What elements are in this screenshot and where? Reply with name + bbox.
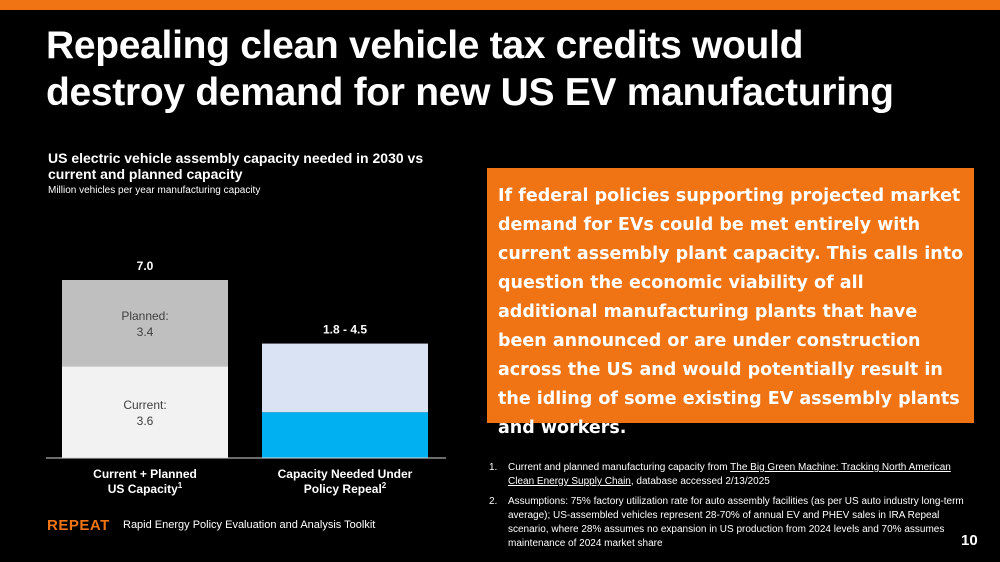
footnote-marker: 1 — [178, 481, 183, 490]
footnote-number: 2. — [489, 496, 498, 507]
category-label: Current + Planned — [93, 467, 197, 481]
category-label: Capacity Needed Under — [278, 467, 413, 481]
category-label: US Capacity1 — [108, 481, 183, 496]
footnote-number: 1. — [489, 462, 498, 473]
footnote-marker: 2 — [382, 481, 387, 490]
total-label: 7.0 — [137, 259, 154, 273]
segment-label: Current: — [123, 398, 166, 412]
footnote-text: Current and planned manufacturing capaci… — [508, 462, 731, 473]
total-label: 1.8 - 4.5 — [323, 323, 367, 337]
segment-value: 3.4 — [137, 325, 154, 339]
page-number: 10 — [961, 532, 978, 549]
footnote-1: 1. Current and planned manufacturing cap… — [489, 461, 964, 489]
source-link[interactable]: The Big Green Machine: Tracking North Am… — [508, 462, 951, 487]
callout-box: If federal policies supporting projected… — [487, 168, 974, 438]
brand-description: Rapid Energy Policy Evaluation and Analy… — [123, 519, 376, 531]
bar-segment-current-2 — [262, 412, 428, 458]
footnote-2: 2. Assumptions: 75% factory utilization … — [489, 495, 964, 551]
segment-label: Planned: — [121, 309, 168, 323]
footnote-text-end: , database accessed 2/13/2025 — [630, 476, 770, 487]
brand-logo: REPEAT — [47, 517, 110, 534]
bar-segment-planned-1 — [62, 280, 228, 367]
footnote-text: Assumptions: 75% factory utilization rat… — [508, 496, 964, 549]
bar-segment-planned-2 — [262, 343, 428, 413]
top-accent-bar — [0, 0, 1000, 10]
footnotes: 1. Current and planned manufacturing cap… — [489, 461, 964, 557]
segment-value: 3.6 — [137, 414, 154, 428]
chart-subtitle: Million vehicles per year manufacturing … — [48, 185, 261, 196]
callout-text: If federal policies supporting projected… — [498, 186, 964, 438]
page-title: Repealing clean vehicle tax credits woul… — [46, 24, 894, 114]
chart-title: US electric vehicle assembly capacity ne… — [48, 150, 424, 182]
category-label: Policy Repeal2 — [304, 481, 387, 496]
bar-segment-current-1 — [62, 366, 228, 458]
